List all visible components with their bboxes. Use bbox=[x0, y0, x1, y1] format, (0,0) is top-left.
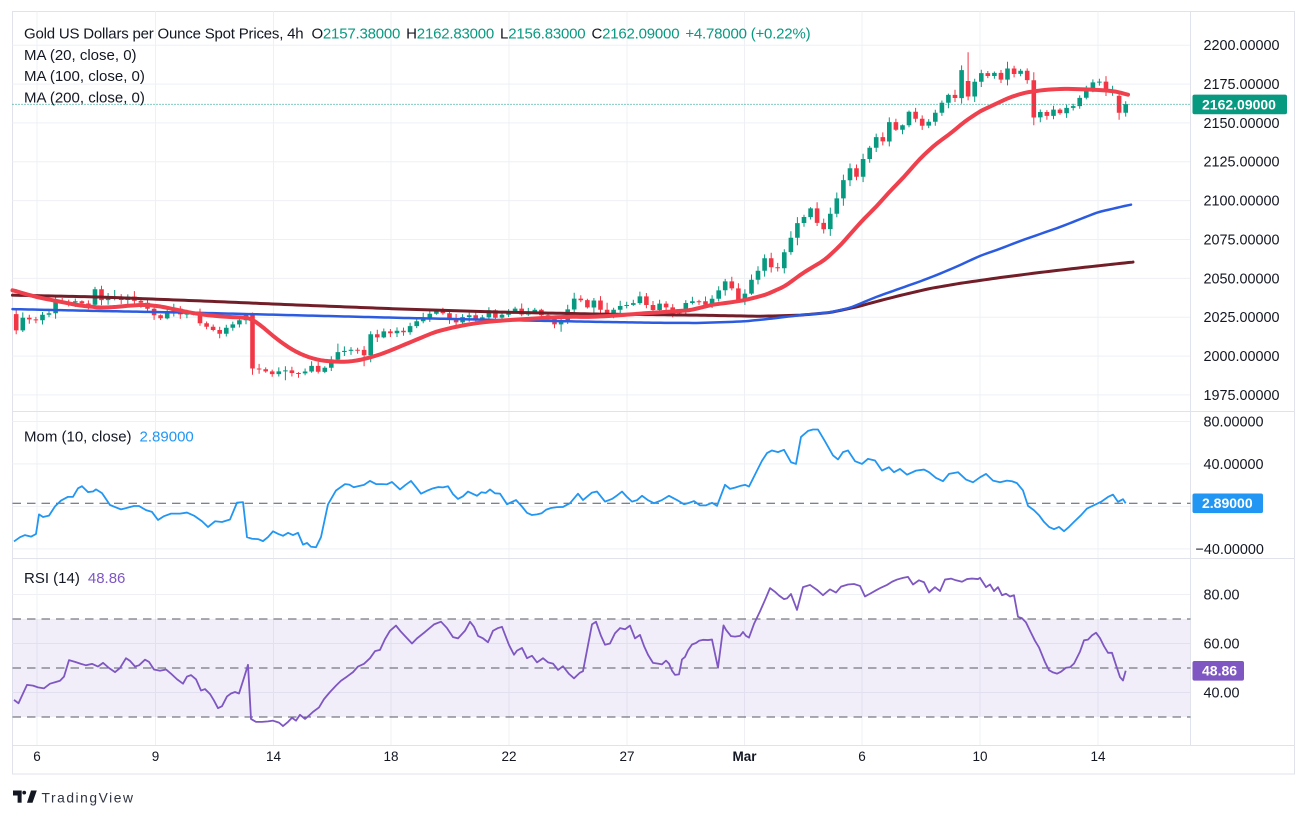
svg-text:RSI (14)48.86: RSI (14) 48.86 bbox=[24, 570, 125, 587]
svg-text:9: 9 bbox=[152, 749, 160, 764]
svg-text:27: 27 bbox=[619, 749, 634, 764]
svg-text:2200.00000: 2200.00000 bbox=[1204, 38, 1280, 54]
svg-text:10: 10 bbox=[972, 749, 987, 764]
svg-text:18: 18 bbox=[383, 749, 398, 764]
svg-text:2100.00000: 2100.00000 bbox=[1204, 194, 1280, 210]
svg-text:14: 14 bbox=[266, 749, 282, 764]
svg-text:MA (100, close, 0): MA (100, close, 0) bbox=[24, 68, 145, 85]
svg-text:Mar: Mar bbox=[732, 749, 757, 764]
svg-text:2150.00000: 2150.00000 bbox=[1204, 116, 1280, 132]
svg-text:80.00: 80.00 bbox=[1204, 587, 1240, 603]
svg-text:80.00000: 80.00000 bbox=[1204, 414, 1264, 430]
svg-text:2162.09000: 2162.09000 bbox=[1202, 96, 1276, 112]
svg-text:TradingView: TradingView bbox=[42, 791, 135, 806]
svg-text:1975.00000: 1975.00000 bbox=[1204, 388, 1280, 404]
svg-text:40.00000: 40.00000 bbox=[1204, 457, 1264, 473]
svg-text:2000.00000: 2000.00000 bbox=[1204, 349, 1280, 365]
svg-text:6: 6 bbox=[33, 749, 41, 764]
svg-text:2075.00000: 2075.00000 bbox=[1204, 232, 1280, 248]
svg-text:14: 14 bbox=[1090, 749, 1106, 764]
svg-text:22: 22 bbox=[501, 749, 516, 764]
svg-text:48.86: 48.86 bbox=[1202, 663, 1237, 679]
svg-text:Gold US Dollars per Ounce Spot: Gold US Dollars per Ounce Spot Prices, 4… bbox=[24, 25, 811, 42]
svg-text:2125.00000: 2125.00000 bbox=[1204, 155, 1280, 171]
svg-text:6: 6 bbox=[858, 749, 866, 764]
svg-text:2.89000: 2.89000 bbox=[1202, 495, 1253, 511]
svg-text:40.00: 40.00 bbox=[1204, 685, 1240, 701]
svg-text:Mom (10, close)2.89000: Mom (10, close) 2.89000 bbox=[24, 429, 194, 446]
svg-text:−40.00000: −40.00000 bbox=[1196, 542, 1264, 558]
svg-text:60.00: 60.00 bbox=[1204, 636, 1240, 652]
svg-text:2175.00000: 2175.00000 bbox=[1204, 77, 1280, 93]
svg-text:MA (20, close, 0): MA (20, close, 0) bbox=[24, 47, 137, 64]
svg-text:MA (200, close, 0): MA (200, close, 0) bbox=[24, 89, 145, 106]
svg-text:2050.00000: 2050.00000 bbox=[1204, 271, 1280, 287]
svg-text:2025.00000: 2025.00000 bbox=[1204, 310, 1280, 326]
